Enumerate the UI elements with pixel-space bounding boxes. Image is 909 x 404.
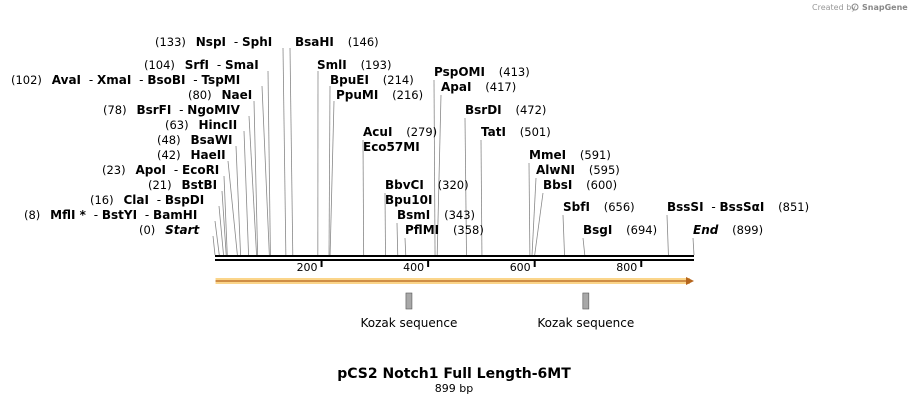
site-label-bsssi[interactable]: BssSI - BssSαI (851) (667, 200, 809, 214)
site-leader-line (480, 139, 483, 256)
site-label-ppumi[interactable]: PpuMI (216) (336, 88, 423, 102)
axis-tick-mark (533, 261, 536, 267)
snapgene-logo-icon (851, 3, 859, 11)
site-leader-line (464, 117, 467, 256)
features: Kozak sequence Kozak sequence (361, 292, 634, 330)
site-leader-line (253, 100, 259, 256)
site-label-nspi[interactable]: (133) NspI - SphI (155, 35, 272, 49)
site-leader-line (433, 79, 436, 256)
axis-tick-mark (320, 261, 323, 267)
site-leader-line (328, 85, 331, 256)
orf-arrowhead (686, 277, 694, 285)
site-label-apoi[interactable]: (23) ApoI - EcoRI (102, 163, 219, 177)
site-label-bpuei[interactable]: BpuEI (214) (330, 73, 414, 87)
site-leader-line (267, 70, 271, 256)
site-label-acui[interactable]: AcuI (279) (363, 125, 437, 139)
site-label-pspomi[interactable]: PspOMI (413) (434, 65, 530, 79)
site-label-pflmi[interactable]: PflMI (358) (405, 223, 484, 237)
credit-prefix: Created by (812, 3, 856, 12)
site-leader-line (221, 190, 227, 256)
site-leader-line (243, 130, 249, 256)
site-label-eco57mi[interactable]: Eco57MI (363, 140, 420, 154)
site-label-hincii[interactable]: (63) HincII (165, 118, 237, 132)
site-leader-line (384, 192, 386, 256)
axis-tick-mark (640, 261, 643, 267)
axis-tick-label: 600 (510, 261, 531, 274)
site-label-start[interactable]: (0) Start (139, 223, 201, 237)
site-label-bbsi[interactable]: BbsI (600) (543, 178, 617, 192)
site-leader-line (666, 214, 669, 256)
site-label-bsawi[interactable]: (48) BsaWI (157, 133, 233, 147)
feature-marker[interactable] (405, 292, 413, 310)
site-leader-line (212, 235, 216, 256)
site-label-sbfi[interactable]: SbfI (656) (563, 200, 635, 214)
site-leader-line (227, 160, 238, 256)
site-label-avai[interactable]: (102) AvaI - XmaI - BsoBI - TspMI (11, 73, 240, 87)
backbone-bottom-strand (215, 259, 694, 261)
site-labels: (0) Start (8) MflI * - BstYI - BamHI (16… (11, 35, 809, 237)
site-leader-line (436, 94, 442, 256)
site-label-end[interactable]: End (899) (693, 223, 763, 237)
axis-ticks: 200 400 600 800 (297, 261, 643, 274)
site-label-clai[interactable]: (16) ClaI - BspDI (90, 193, 204, 207)
leader-lines (212, 47, 695, 256)
feature-marker[interactable] (582, 292, 590, 310)
site-leader-line (582, 237, 586, 256)
backbone-top-strand (215, 255, 694, 257)
site-leader-line (362, 139, 365, 256)
site-leader-line (396, 222, 399, 256)
site-leader-line (235, 145, 241, 256)
site-leader-line (692, 237, 695, 256)
site-label-smli[interactable]: SmlI (193) (317, 58, 392, 72)
site-leader-line (534, 192, 544, 256)
site-label-haeii[interactable]: (42) HaeII (157, 148, 226, 162)
axis-tick-mark (427, 261, 430, 267)
site-leader-line (223, 175, 228, 256)
site-leader-line (329, 100, 335, 256)
site-label-bstbi[interactable]: (21) BstBI (148, 178, 217, 192)
orf-arrow[interactable] (215, 277, 694, 285)
site-label-apai[interactable]: ApaI (417) (441, 80, 516, 94)
site-leader-line (282, 47, 287, 256)
credit-brand: SnapGene (862, 3, 908, 12)
site-label-bsrfi[interactable]: (78) BsrFI - NgoMIV (103, 103, 241, 117)
site-label-mfli[interactable]: (8) MflI * - BstYI - BamHI (24, 208, 197, 222)
site-leader-line (248, 115, 257, 256)
site-leader-line (214, 220, 220, 256)
site-label-bsahi[interactable]: BsaHI (146) (295, 35, 379, 49)
site-leader-line (528, 162, 531, 256)
site-label-bsgi[interactable]: BsgI (694) (583, 223, 657, 237)
site-label-srfi[interactable]: (104) SrfI - SmaI (144, 58, 259, 72)
site-leader-line (404, 237, 407, 256)
feature-label: Kozak sequence (537, 316, 634, 330)
site-leader-line (261, 85, 270, 256)
map-length: 899 bp (435, 382, 473, 395)
site-label-alwni[interactable]: AlwNI (595) (536, 163, 620, 177)
site-label-tati[interactable]: TatI (501) (481, 125, 551, 139)
site-leader-line (562, 214, 565, 256)
site-label-bsmi[interactable]: BsmI (343) (397, 208, 475, 222)
axis-tick-label: 400 (403, 261, 424, 274)
site-label-naei[interactable]: (80) NaeI (188, 88, 252, 102)
site-label-bbvci[interactable]: BbvCI (320) (385, 178, 469, 192)
axis-tick-label: 200 (297, 261, 318, 274)
axis-tick-label: 800 (616, 261, 637, 274)
site-label-bpu10i[interactable]: Bpu10I (385, 193, 432, 207)
site-leader-line (531, 177, 537, 256)
site-label-mmei[interactable]: MmeI (591) (529, 148, 611, 162)
map-title: pCS2 Notch1 Full Length-6MT (337, 366, 571, 382)
feature-label: Kozak sequence (361, 316, 458, 330)
site-label-bsrdi[interactable]: BsrDI (472) (465, 103, 546, 117)
site-leader-line (218, 205, 224, 256)
site-leader-line (289, 47, 294, 256)
